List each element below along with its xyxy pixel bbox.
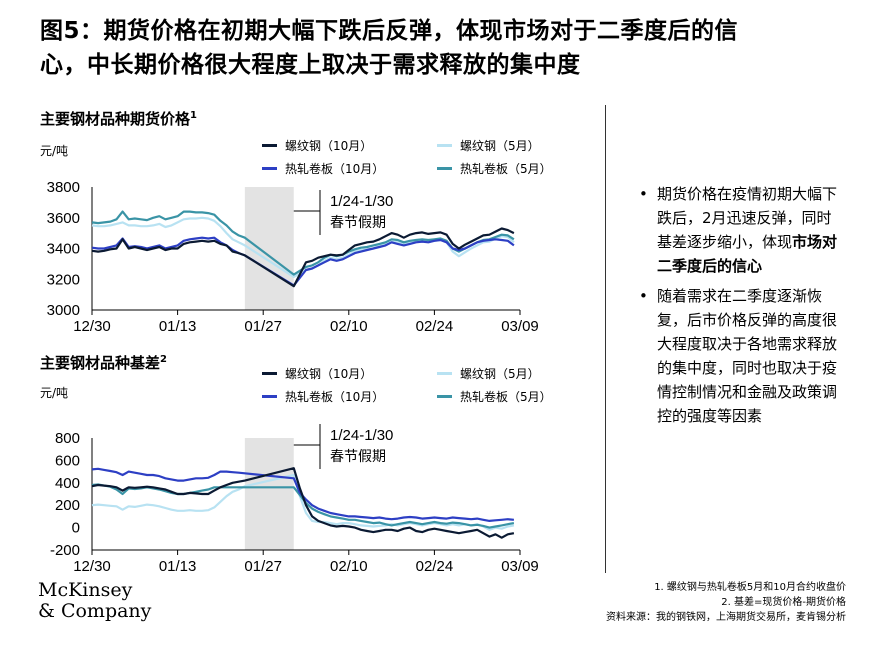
chart1-y-tick-label: 3000 — [47, 302, 80, 319]
chart1-series-rebar10 — [91, 227, 515, 288]
chart2-series-rebar5 — [91, 473, 515, 531]
chart1-annotation-dates: 1/24-1/30 — [330, 193, 393, 210]
legend-label-hrc5: 热轧卷板（5月） — [460, 162, 552, 176]
legend-label-rebar5: 螺纹钢（5月） — [460, 139, 540, 153]
chart2-y-tick-label: 600 — [55, 452, 80, 469]
legend-label-rebar10: 螺纹钢（10月） — [285, 139, 373, 153]
chart2-x-tick-label: 03/09 — [501, 558, 539, 575]
chart2-y-tick-label: 400 — [55, 475, 80, 492]
chart1-y-tick-label: 3200 — [47, 271, 80, 288]
chart2-footnote-ref: 2 — [160, 354, 167, 365]
bullet-dot-1: • — [639, 185, 648, 203]
chart1-x-tick-label: 02/10 — [330, 318, 368, 335]
legend-hrc10: 热轧卷板（10月） — [262, 160, 437, 177]
legend-label-hrc10: 热轧卷板（10月） — [285, 162, 385, 176]
commentary-bullets: • 期货价格在疫情初期大幅下跌后，2月迅速反弹，同时基差逐步缩小，体现市场对二季度… — [638, 182, 843, 434]
chart1-legend: 螺纹钢（10月） 螺纹钢（5月） 热轧卷板（10月） 热轧卷板（5月） — [262, 137, 612, 177]
legend2-swatch-hrc10 — [262, 395, 277, 398]
bullet-2: • 随着需求在二季度逐渐恢复，后市价格反弹的高度很大程度取决于各地需求释放的集中度… — [638, 284, 843, 428]
chart2-legend: 螺纹钢（10月） 螺纹钢（5月） 热轧卷板（10月） 热轧卷板（5月） — [262, 365, 612, 405]
chart1-title: 主要钢材品种期货价格1 — [40, 108, 197, 129]
legend2-swatch-hrc5 — [437, 395, 452, 398]
legend-rebar10: 螺纹钢（10月） — [262, 137, 437, 154]
bullet-1-text: 期货价格在疫情初期大幅下跌后，2月迅速反弹，同时基差逐步缩小，体现 — [657, 185, 838, 251]
chart1-x-tick-label: 03/09 — [501, 318, 539, 335]
chart1-annotation-label: 春节假期 — [330, 215, 386, 231]
chart2-title: 主要钢材品种基差2 — [40, 352, 167, 373]
chart2-title-text: 主要钢材品种基差 — [40, 354, 161, 372]
chart1-holiday-band — [244, 187, 294, 310]
chart2-y-tick-label: 200 — [55, 497, 80, 514]
chart1-y-tick-label: 3400 — [47, 241, 80, 258]
chart2-x-tick-label: 02/10 — [330, 558, 368, 575]
slide-title: 图5：期货价格在初期大幅下跌后反弹，体现市场对于二季度后的信 心，中长期价格很大… — [40, 14, 860, 82]
legend2-label-hrc10: 热轧卷板（10月） — [285, 390, 385, 404]
chart2-holiday-band — [244, 438, 294, 550]
chart1-title-text: 主要钢材品种期货价格 — [40, 110, 191, 128]
chart2-x-tick-label: 12/30 — [73, 558, 111, 575]
chart2-x-tick-label: 02/24 — [416, 558, 454, 575]
chart1-series-rebar5 — [91, 216, 515, 278]
chart2-y-tick-label: 800 — [55, 430, 80, 447]
slide-title-line-1: 图5：期货价格在初期大幅下跌后反弹，体现市场对于二季度后的信 — [40, 18, 739, 44]
chart1-y-tick-label: 3600 — [47, 210, 80, 227]
logo-line-2: & Company — [38, 600, 152, 622]
legend2-label-hrc5: 热轧卷板（5月） — [460, 390, 552, 404]
bullet-1: • 期货价格在疫情初期大幅下跌后，2月迅速反弹，同时基差逐步缩小，体现市场对二季度… — [638, 182, 843, 278]
slide-title-line-2: 心，中长期价格很大程度上取决于需求释放的集中度 — [40, 52, 581, 78]
chart1-futures-price: 3000 3200 3400 3600 3800 12/30 01/13 01/27 02/10… — [47, 179, 539, 335]
bullet-dot-2: • — [639, 287, 648, 305]
legend-rebar5: 螺纹钢（5月） — [437, 137, 612, 154]
footnote-1: 1. 螺纹钢与热轧卷板5月和10月合约收盘价 — [654, 582, 846, 593]
legend2-hrc5: 热轧卷板（5月） — [437, 388, 612, 405]
legend2-swatch-rebar10 — [262, 372, 277, 375]
chart1-footnote-ref: 1 — [190, 110, 197, 121]
chart2-unit: 元/吨 — [40, 386, 69, 400]
legend-hrc5: 热轧卷板（5月） — [437, 160, 612, 177]
legend2-rebar10: 螺纹钢（10月） — [262, 365, 437, 382]
chart2-annotation-label: 春节假期 — [330, 449, 386, 465]
legend2-label-rebar10: 螺纹钢（10月） — [285, 367, 373, 381]
vertical-divider — [605, 105, 606, 573]
chart1-series-hrc10 — [91, 236, 515, 287]
footnote-2: 2. 基差=现货价格-期货价格 — [721, 597, 846, 608]
chart2-y-tick-label: 0 — [72, 520, 80, 537]
legend2-swatch-rebar5 — [437, 372, 452, 375]
chart1-x-tick-label: 12/30 — [73, 318, 111, 335]
chart2-basis: -200 0 200 400 600 800 12/30 01/13 01/27 02/10 02/… — [50, 424, 539, 575]
chart2-y-tick-label: -200 — [50, 542, 80, 559]
bullet-2-text: 随着需求在二季度逐渐恢复，后市价格反弹的高度很大程度取决于各地需求释放的集中度，… — [657, 287, 838, 425]
legend2-hrc10: 热轧卷板（10月） — [262, 388, 437, 405]
footnotes: 1. 螺纹钢与热轧卷板5月和10月合约收盘价 2. 基差=现货价格-期货价格 资… — [606, 580, 846, 625]
mckinsey-logo: McKinsey & Company — [38, 580, 151, 622]
bullet-1-bold: 市场对二季度后的信心 — [657, 233, 838, 275]
chart2-x-tick-label: 01/27 — [244, 558, 282, 575]
chart1-unit: 元/吨 — [40, 144, 69, 158]
chart2-x-tick-label: 01/13 — [159, 558, 197, 575]
chart1-y-tick-label: 3800 — [47, 179, 80, 196]
legend2-rebar5: 螺纹钢（5月） — [437, 365, 612, 382]
logo-line-1: McKinsey — [38, 579, 133, 601]
chart1-x-tick-label: 02/24 — [416, 318, 454, 335]
legend2-label-rebar5: 螺纹钢（5月） — [460, 367, 540, 381]
legend-swatch-hrc10 — [262, 167, 277, 170]
legend-swatch-rebar10 — [262, 144, 277, 147]
legend-swatch-rebar5 — [437, 144, 452, 147]
chart2-series-rebar10 — [91, 467, 515, 539]
chart2-annotation-dates: 1/24-1/30 — [330, 427, 393, 444]
legend-swatch-hrc5 — [437, 167, 452, 170]
chart2-series-hrc10 — [91, 467, 515, 523]
chart1-x-tick-label: 01/13 — [159, 318, 197, 335]
source-note: 资料来源：我的钢铁网，上海期货交易所，麦肯锡分析 — [606, 612, 846, 623]
chart1-x-tick-label: 01/27 — [244, 318, 282, 335]
